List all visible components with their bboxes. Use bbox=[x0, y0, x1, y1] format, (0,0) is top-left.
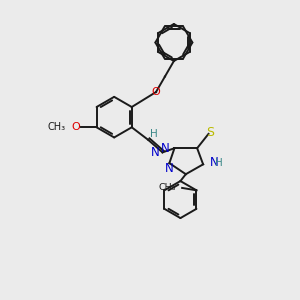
Text: H: H bbox=[215, 158, 223, 168]
Text: O: O bbox=[71, 122, 80, 132]
Text: O: O bbox=[152, 87, 160, 97]
Text: H: H bbox=[150, 130, 158, 140]
Text: N: N bbox=[161, 142, 170, 155]
Text: N: N bbox=[164, 162, 173, 175]
Text: CH₃: CH₃ bbox=[47, 122, 65, 132]
Text: S: S bbox=[206, 126, 214, 139]
Text: CH₃: CH₃ bbox=[159, 183, 176, 192]
Text: N: N bbox=[152, 146, 160, 160]
Text: N: N bbox=[210, 156, 218, 169]
